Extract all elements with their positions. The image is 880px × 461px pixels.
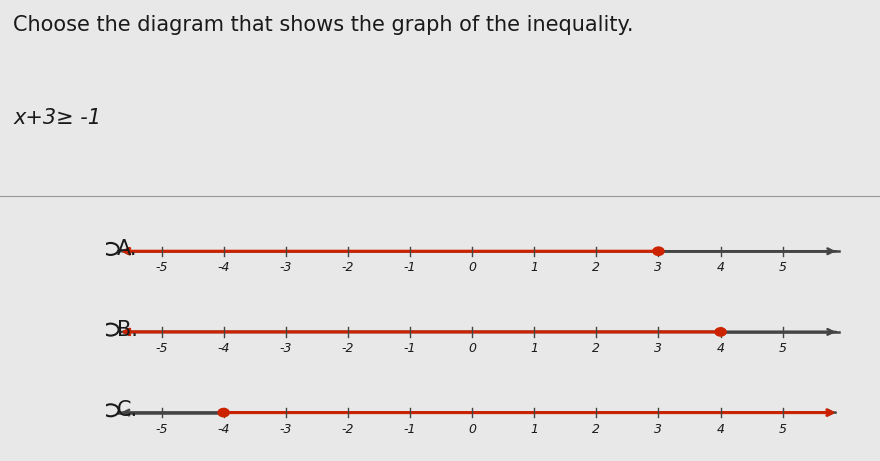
Text: 1: 1 bbox=[531, 423, 539, 436]
Text: Choose the diagram that shows the graph of the inequality.: Choose the diagram that shows the graph … bbox=[13, 16, 634, 35]
Text: 5: 5 bbox=[779, 423, 787, 436]
Text: -2: -2 bbox=[341, 261, 354, 274]
Text: 2: 2 bbox=[592, 423, 600, 436]
Text: -5: -5 bbox=[155, 423, 168, 436]
Text: 0: 0 bbox=[468, 261, 476, 274]
Text: 1: 1 bbox=[531, 342, 539, 355]
Text: 2: 2 bbox=[592, 261, 600, 274]
Text: -1: -1 bbox=[404, 342, 416, 355]
Text: x+3≥ -1: x+3≥ -1 bbox=[13, 108, 101, 129]
Text: 3: 3 bbox=[655, 261, 663, 274]
Text: 4: 4 bbox=[716, 342, 724, 355]
Text: 1: 1 bbox=[531, 261, 539, 274]
Circle shape bbox=[218, 408, 229, 417]
Text: 3: 3 bbox=[655, 423, 663, 436]
Text: -4: -4 bbox=[217, 423, 230, 436]
Text: -3: -3 bbox=[280, 261, 292, 274]
Text: -2: -2 bbox=[341, 423, 354, 436]
Text: 3: 3 bbox=[655, 342, 663, 355]
Text: 4: 4 bbox=[716, 261, 724, 274]
Text: -4: -4 bbox=[217, 261, 230, 274]
Text: -1: -1 bbox=[404, 423, 416, 436]
Text: 0: 0 bbox=[468, 342, 476, 355]
Text: C.: C. bbox=[117, 400, 138, 420]
Text: B.: B. bbox=[117, 319, 138, 340]
Text: 5: 5 bbox=[779, 342, 787, 355]
Text: -5: -5 bbox=[155, 261, 168, 274]
Circle shape bbox=[653, 247, 664, 255]
Text: -3: -3 bbox=[280, 342, 292, 355]
Text: 5: 5 bbox=[779, 261, 787, 274]
Text: -3: -3 bbox=[280, 423, 292, 436]
Text: -5: -5 bbox=[155, 342, 168, 355]
Text: 2: 2 bbox=[592, 342, 600, 355]
Text: 4: 4 bbox=[716, 423, 724, 436]
Text: -4: -4 bbox=[217, 342, 230, 355]
Text: 0: 0 bbox=[468, 423, 476, 436]
Circle shape bbox=[715, 328, 726, 336]
Text: A.: A. bbox=[117, 239, 137, 259]
Text: -2: -2 bbox=[341, 342, 354, 355]
Text: -1: -1 bbox=[404, 261, 416, 274]
